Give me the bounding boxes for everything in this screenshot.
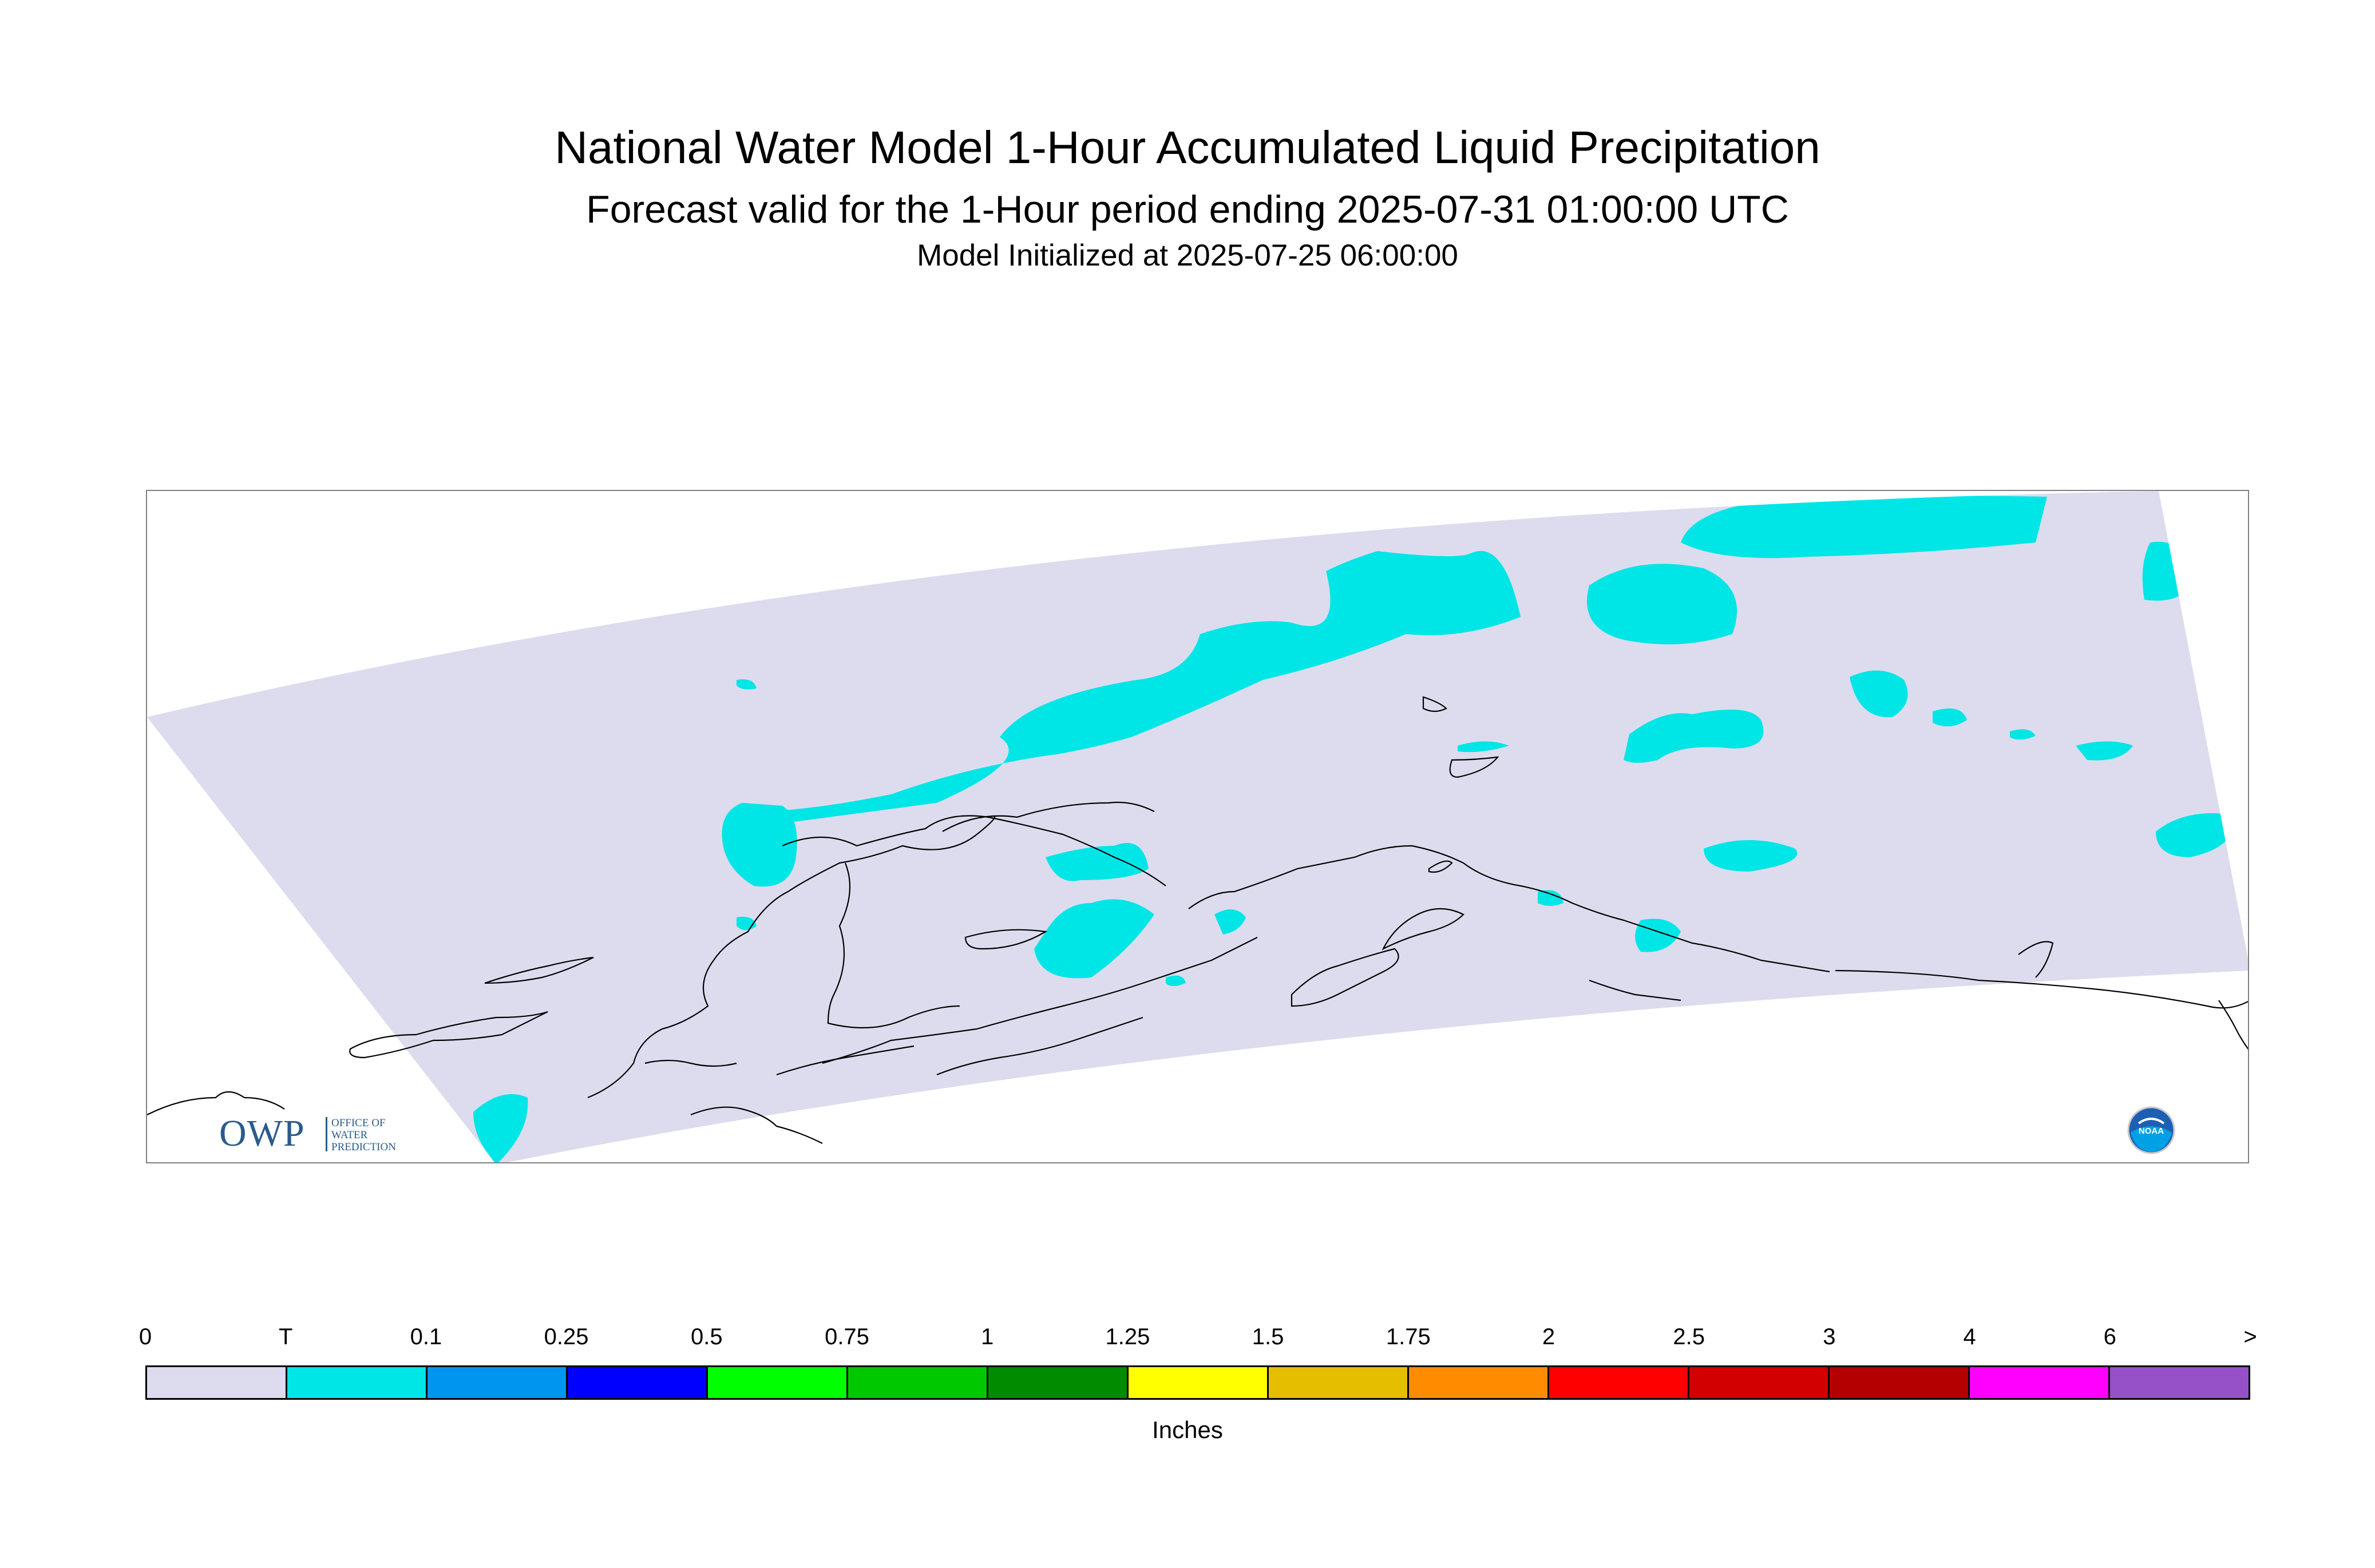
precip-area-east-right — [2156, 813, 2232, 857]
precip-area-anchorage — [1034, 899, 1154, 979]
coastlines — [147, 696, 2248, 1144]
map-panel — [146, 490, 2249, 1163]
legend-tick-label: T — [278, 1324, 293, 1349]
coastline-far-west — [147, 1091, 285, 1115]
precip-area-small-2 — [2010, 729, 2036, 740]
legend-tick-label: 4 — [1963, 1324, 1976, 1349]
colorbar-segment — [147, 1367, 287, 1398]
precip-area-small-1 — [1933, 708, 1967, 727]
precip-area-small-3 — [2076, 741, 2133, 761]
colorbar-segment — [1830, 1367, 1970, 1398]
coastline-lake — [1422, 696, 1447, 712]
legend-tick-label: 1.75 — [1386, 1324, 1431, 1349]
coastline-bristol — [587, 815, 996, 1099]
legend-tick-label: 1.5 — [1252, 1324, 1284, 1349]
legend-tick-label: > — [2243, 1324, 2257, 1349]
precip-area-main — [742, 551, 1521, 829]
legend-tick-label: 0.25 — [544, 1324, 589, 1349]
colorbar-segment — [1129, 1367, 1269, 1398]
coastline-aleutian-1 — [936, 1016, 1143, 1076]
coastline-kodiak — [1291, 948, 1399, 1007]
coastline-west — [349, 1011, 548, 1059]
colorbar — [145, 1365, 2250, 1400]
legend-tick-label: 2 — [1542, 1324, 1555, 1349]
owp-logo: OWP OFFICE OF WATER PREDICTION — [219, 1115, 437, 1155]
precip-area-north-band — [1681, 496, 2047, 559]
coastline-gulf-islands — [1382, 908, 1464, 951]
owp-logo-text: OFFICE OF WATER PREDICTION — [331, 1117, 440, 1153]
colorbar-segment — [2110, 1367, 2249, 1398]
colorbar-segment — [568, 1367, 708, 1398]
precip-area-yukon-blob — [1624, 710, 1764, 763]
precip-area-sw-corner — [473, 1094, 528, 1162]
precip-area-kuskokwim — [1046, 843, 1149, 881]
precip-area-ne-blob — [1587, 564, 1737, 644]
legend-tick-label: 0.1 — [410, 1324, 442, 1349]
legend-tick-label: 0.5 — [690, 1324, 723, 1349]
colorbar-segment — [1549, 1367, 1689, 1398]
legend-tick-label: 1.25 — [1105, 1324, 1150, 1349]
owp-logo-line-2: WATER — [331, 1129, 368, 1141]
coastline-east — [2218, 1000, 2248, 1050]
precip-areas — [473, 496, 2232, 1162]
noaa-logo: NOAA — [2127, 1106, 2175, 1154]
colorbar-segment — [988, 1367, 1129, 1398]
owp-logo-letters: OWP — [219, 1112, 305, 1154]
map-subtitle: Forecast valid for the 1-Hour period end… — [586, 188, 1789, 231]
colorbar-segment — [1970, 1367, 2110, 1398]
owp-logo-line-3: PREDICTION — [331, 1141, 396, 1153]
model-init-time: Model Initialized at 2025-07-25 06:00:00 — [917, 239, 1458, 272]
coastline-bay-line — [1449, 756, 1499, 778]
precip-area-east-edge — [2142, 541, 2196, 601]
coastline-aleutian-2 — [776, 1045, 915, 1076]
precip-area-bristol-tongue — [722, 803, 797, 887]
noaa-logo-text: NOAA — [2139, 1126, 2164, 1136]
colorbar-segment — [428, 1367, 568, 1398]
colorbar-segment — [287, 1367, 428, 1398]
model-domain — [147, 491, 2248, 1162]
precip-area-small-8 — [737, 679, 757, 690]
border-yukon — [2018, 941, 2054, 978]
legend-tick-label: 6 — [2103, 1324, 2116, 1349]
colorbar-segment — [708, 1367, 848, 1398]
precip-area-mid-blob — [1850, 670, 1908, 718]
coastline-upper — [942, 801, 1155, 832]
colorbar-segment — [1689, 1367, 1830, 1398]
legend-tick-label: 2.5 — [1673, 1324, 1705, 1349]
coastline-iliamna — [964, 929, 1048, 950]
coastline-kuskokwim-bay — [827, 862, 960, 1029]
legend-tick-label: 0.75 — [825, 1324, 869, 1349]
coastline-north-slope — [1835, 969, 2248, 1009]
coastline-lower-peninsula — [644, 1059, 737, 1067]
precip-area-small-6 — [1166, 975, 1186, 986]
legend-tick-label: 3 — [1823, 1324, 1836, 1349]
colorbar-segment — [1269, 1367, 1409, 1398]
precip-map — [147, 491, 2248, 1162]
coastline-alaska-peninsula — [822, 937, 1258, 1064]
coastline-islands — [484, 956, 594, 984]
precip-area-interior — [1704, 840, 1798, 872]
legend-tick-label: 1 — [981, 1324, 994, 1349]
colorbar-segment — [1409, 1367, 1549, 1398]
coastline-kenai — [1188, 845, 1830, 973]
colorbar-segment — [848, 1367, 988, 1398]
owp-logo-divider — [326, 1117, 327, 1151]
precip-area-pws — [1214, 909, 1246, 935]
legend-tick-label: 0 — [138, 1324, 152, 1349]
map-title: National Water Model 1-Hour Accumulated … — [555, 122, 1820, 173]
owp-logo-line-1: OFFICE OF — [331, 1117, 386, 1129]
precip-area-small-5 — [1538, 890, 1563, 906]
legend-units: Inches — [1152, 1416, 1223, 1443]
coastline-small-island — [1428, 860, 1453, 873]
precip-area-copper — [1635, 918, 1681, 952]
coastline-bottom-left — [690, 1106, 823, 1144]
coastline-river — [1589, 979, 1681, 1001]
coastline-cook-inlet — [988, 816, 1166, 886]
precip-area-small-4 — [1458, 741, 1509, 753]
